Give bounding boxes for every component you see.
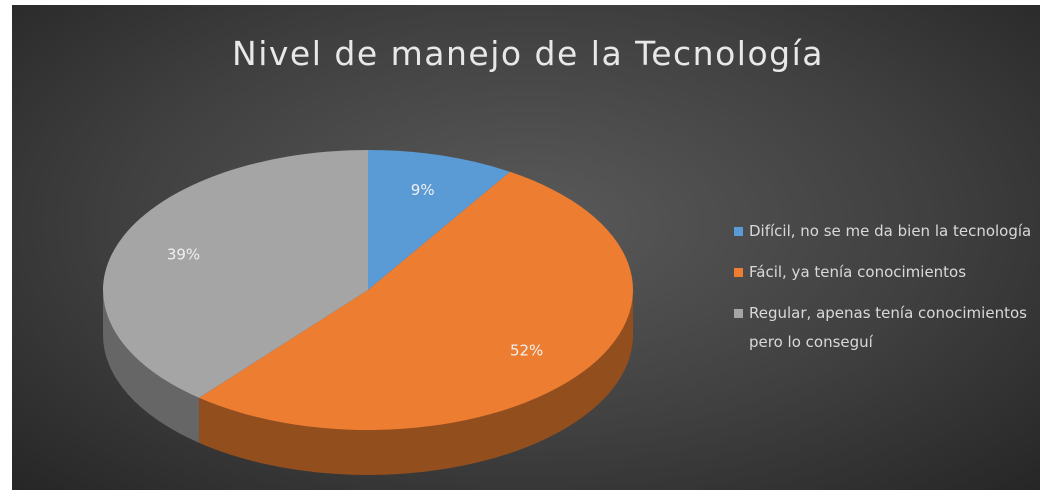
- slice: [102, 150, 368, 398]
- legend: Difícil, no se me da bien la tecnología F…: [734, 217, 1034, 369]
- slice: [368, 150, 510, 290]
- legend-swatch: [734, 227, 743, 236]
- legend-swatch: [734, 268, 743, 277]
- data-label: 9%: [411, 181, 435, 199]
- chart: Nivel de manejo de la Tecnología 9% 52% 39…: [102, 34, 824, 475]
- legend-label: Regular, apenas tenía conocimientos pero…: [749, 304, 1027, 351]
- legend-swatch: [734, 309, 743, 318]
- legend-item: Fácil, ya tenía conocimientos: [734, 258, 1034, 287]
- data-label: 52%: [510, 341, 543, 359]
- legend-label: Fácil, ya tenía conocimientos: [749, 263, 967, 281]
- chart-title: Nivel de manejo de la Tecnología: [232, 34, 824, 73]
- slice-side: [199, 290, 633, 475]
- slice-side: [103, 290, 200, 443]
- legend-item: Regular, apenas tenía conocimientos pero…: [734, 299, 1034, 357]
- slice: [199, 171, 634, 431]
- data-label: 39%: [167, 245, 200, 263]
- legend-item: Difícil, no se me da bien la tecnología: [734, 217, 1034, 246]
- legend-label: Difícil, no se me da bien la tecnología: [749, 222, 1032, 240]
- chart-area: Nivel de manejo de la Tecnología 9% 52% 39…: [12, 5, 1040, 490]
